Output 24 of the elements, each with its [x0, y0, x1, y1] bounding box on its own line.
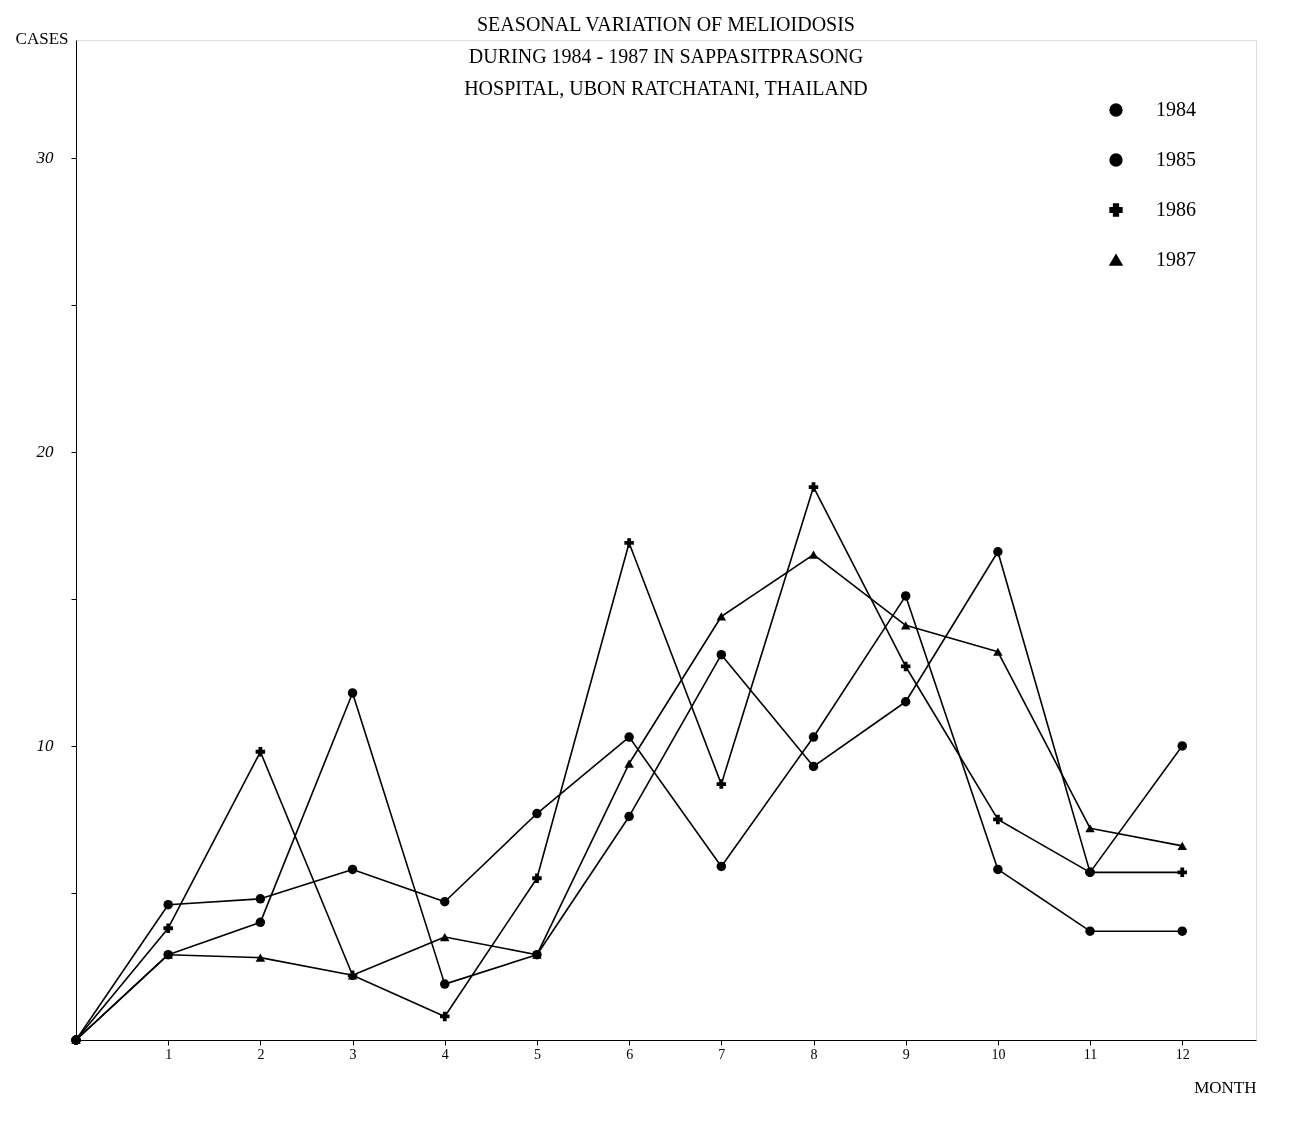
x-tick-label: 6	[626, 1046, 634, 1062]
legend-label: 1985	[1156, 148, 1196, 170]
y-tick-label: 10	[36, 736, 54, 756]
text: DURING 1984 - 1987 IN SAPPASITPRASONG	[468, 45, 864, 67]
x-tick-label: 4	[441, 1046, 449, 1062]
text: HOSPITAL, UBON RATCHATANI, THAILAND	[464, 77, 868, 99]
x-tick-label: 5	[533, 1046, 541, 1062]
x-tick-label: 2	[257, 1046, 265, 1062]
legend-label: 1987	[1156, 248, 1196, 270]
x-axis-title: MONTH	[1194, 1077, 1257, 1097]
legend-label: 1984	[1156, 98, 1196, 120]
x-tick-label: 9	[902, 1046, 910, 1062]
x-tick-label: 7	[718, 1046, 726, 1062]
x-tick-label: 11	[1083, 1046, 1098, 1062]
y-tick-label: 20	[36, 442, 54, 462]
text: SEASONAL VARIATION OF MELIOIDOSIS	[477, 13, 855, 35]
x-tick-label: 1	[165, 1046, 173, 1062]
x-tick-label: 3	[349, 1046, 357, 1062]
y-axis-title: CASES	[15, 28, 69, 48]
x-tick-label: 10	[991, 1046, 1006, 1062]
x-tick-label: 12	[1175, 1046, 1190, 1062]
y-tick-label: 30	[35, 148, 54, 168]
legend-label: 1986	[1156, 198, 1196, 220]
x-tick-label: 8	[810, 1046, 818, 1062]
